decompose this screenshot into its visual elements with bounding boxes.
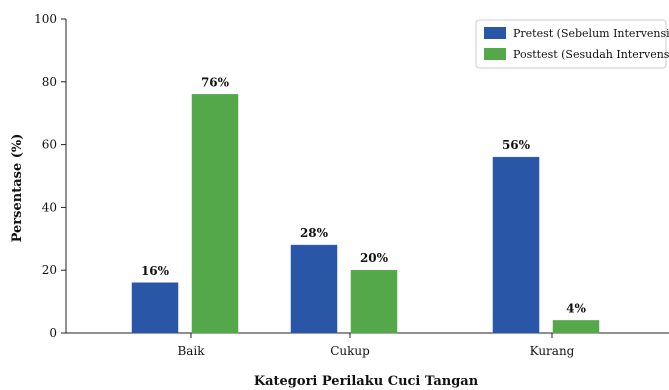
data-label: 16% <box>141 264 170 278</box>
x-tick-label: Cukup <box>330 344 370 358</box>
x-tick-label: Baik <box>177 344 205 358</box>
bar-pretest-cukup <box>290 244 338 334</box>
data-label: 20% <box>360 251 389 265</box>
legend-swatch <box>484 48 506 60</box>
data-labels: 16% 76% 28% 20% 56% 4% <box>141 75 587 315</box>
legend-label: Posttest (Sesudah Intervensi) <box>513 48 669 61</box>
y-tick-label: 60 <box>42 138 57 152</box>
y-tick-label: 80 <box>42 75 57 89</box>
bars <box>131 94 600 334</box>
y-axis-title: Persentase (%) <box>10 134 25 243</box>
bar-posttest-kurang <box>552 320 600 334</box>
y-axis: 0 20 40 60 80 100 <box>34 12 67 340</box>
bar-posttest-cukup <box>350 269 398 334</box>
y-tick-label: 0 <box>49 326 57 340</box>
y-tick-label: 40 <box>42 200 57 214</box>
y-tick-label: 20 <box>42 263 57 277</box>
bar-pretest-kurang <box>492 156 540 334</box>
x-axis-title: Kategori Perilaku Cuci Tangan <box>254 374 479 389</box>
legend-label: Pretest (Sebelum Intervensi) <box>513 27 669 40</box>
legend: Pretest (Sebelum Intervensi) Posttest (Se… <box>475 19 669 69</box>
data-label: 76% <box>201 75 230 89</box>
x-axis: Baik Cukup Kurang <box>66 332 669 358</box>
bar-pretest-baik <box>131 282 179 334</box>
legend-frame <box>475 19 667 69</box>
legend-swatch <box>484 27 506 39</box>
data-label: 28% <box>300 226 329 240</box>
data-label: 4% <box>566 301 586 315</box>
data-label: 56% <box>502 138 531 152</box>
y-tick-label: 100 <box>34 12 57 26</box>
bar-posttest-baik <box>191 94 239 334</box>
x-tick-label: Kurang <box>530 344 575 358</box>
